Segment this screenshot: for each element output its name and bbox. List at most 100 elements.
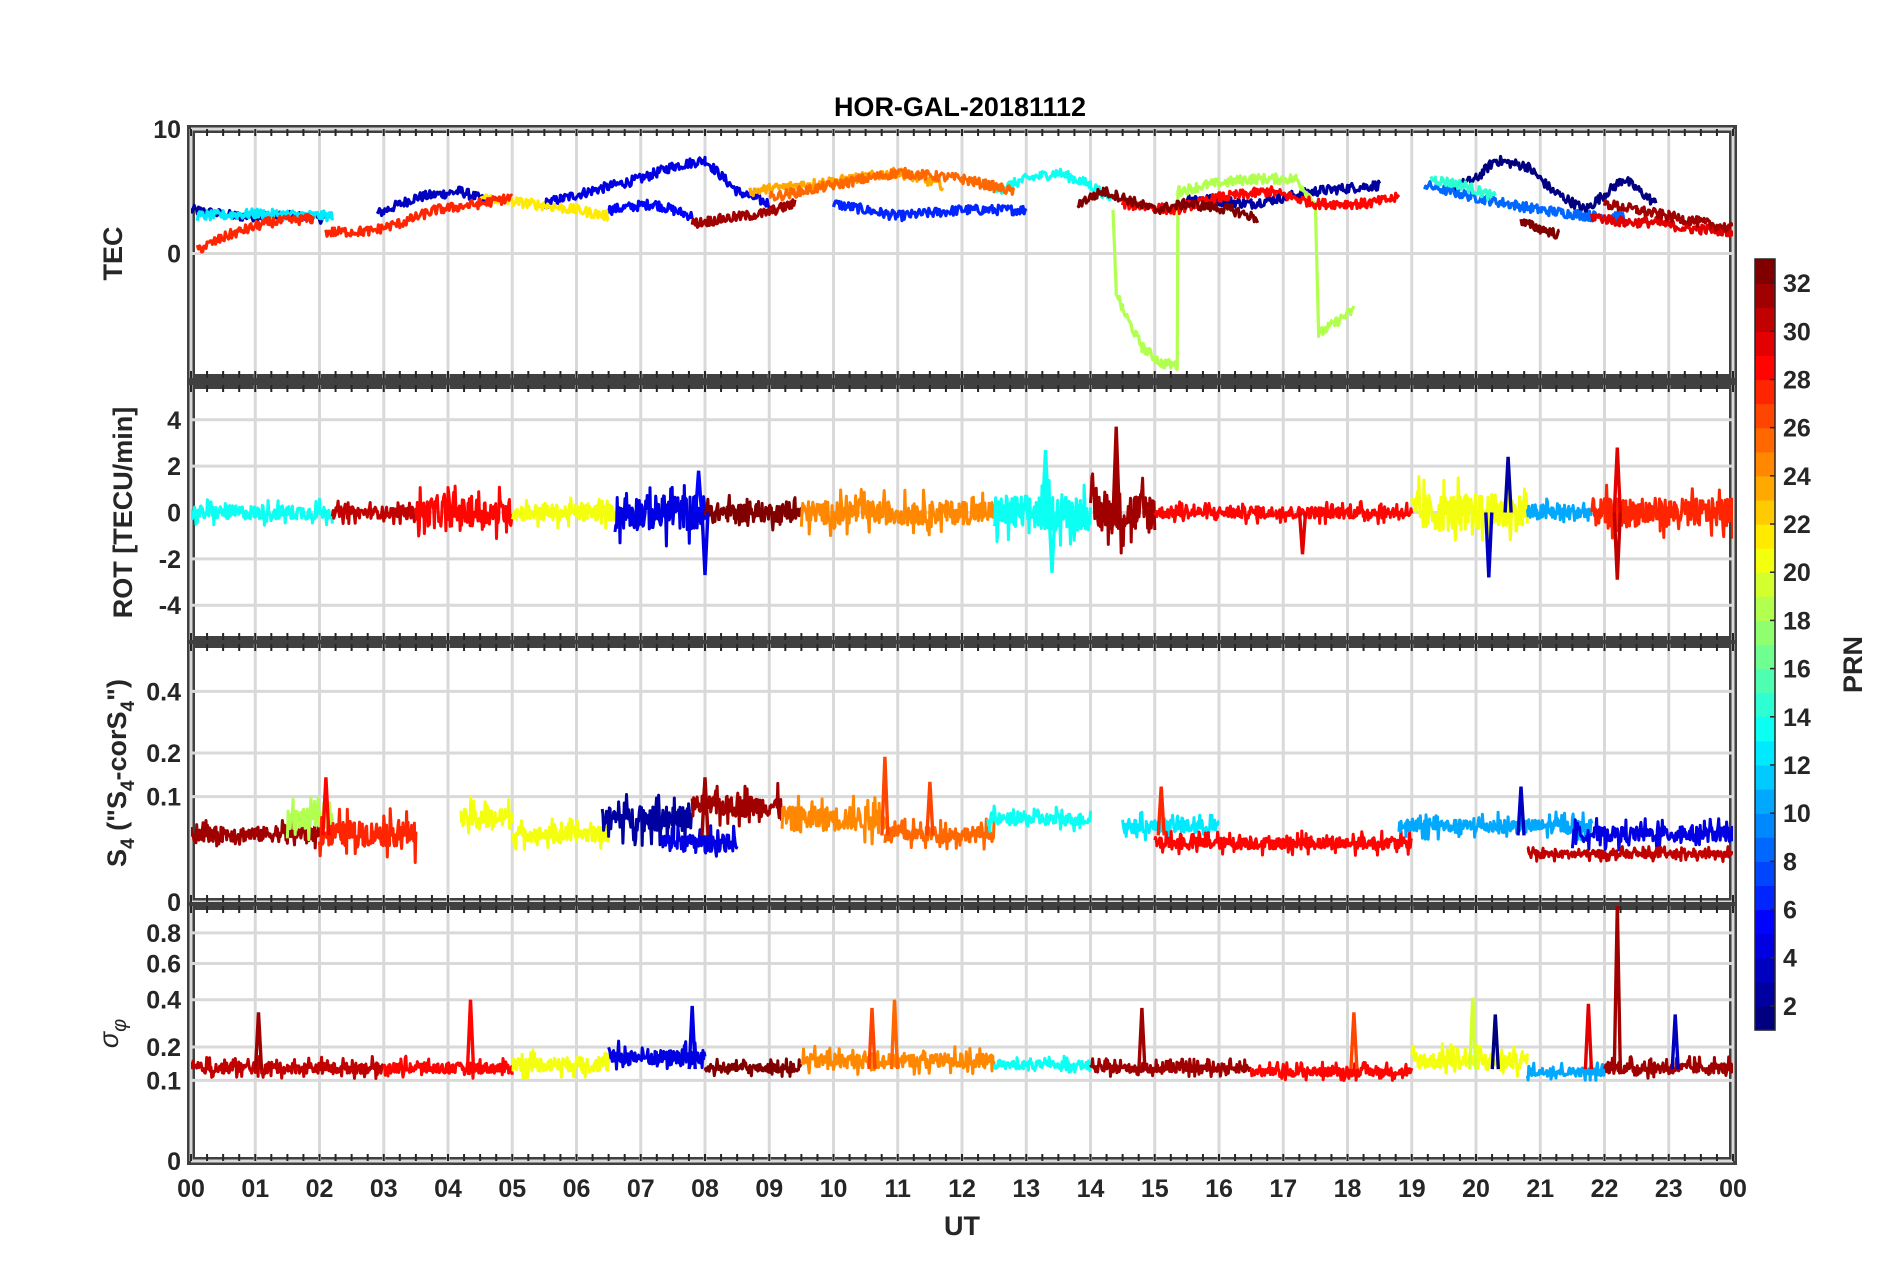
series-line-prn-27 (195, 212, 315, 254)
series-line-prn-28 (1153, 500, 1414, 526)
spike-prn-30 (1612, 512, 1622, 580)
x-tick-label: 22 (1591, 1175, 1619, 1203)
spike-prn-26 (1349, 1012, 1359, 1070)
x-tick-label: 18 (1334, 1175, 1362, 1203)
x-tick-label: 14 (1077, 1175, 1105, 1203)
y-tick-label: 0.4 (146, 987, 181, 1015)
colorbar-swatch-25 (1755, 427, 1775, 453)
x-tick-label: 16 (1205, 1175, 1233, 1203)
label-part: ") (102, 679, 132, 701)
panel-1: 0 10 TEC (98, 116, 1737, 382)
series-line-prn-13 (992, 1054, 1092, 1074)
x-tick-label: 04 (434, 1175, 462, 1203)
series-line-prn-4 (659, 824, 739, 858)
colorbar-tick-label: 24 (1783, 463, 1811, 491)
colorbar-tick-label: 4 (1783, 945, 1797, 973)
series-line-prn-27 (324, 193, 514, 238)
spike-prn-29 (1612, 447, 1622, 513)
colorbar-swatch-27 (1755, 379, 1775, 405)
data-layer (191, 154, 1733, 371)
x-tick-label: 08 (691, 1175, 719, 1203)
y-tick-label: 0 (167, 500, 181, 528)
colorbar-swatch-9 (1755, 813, 1775, 838)
label-part: -corS (102, 711, 132, 780)
series-line-prn-31 (1602, 199, 1733, 233)
colorbar-swatch-14 (1755, 692, 1775, 718)
series-line-prn-20 (1410, 475, 1529, 550)
spike-prn-2 (1503, 456, 1513, 513)
spike-prn-26 (925, 781, 935, 836)
series-line-prn-31 (191, 817, 321, 850)
series-line-prn-5 (607, 198, 694, 222)
series-line-prn-30 (330, 499, 417, 526)
colorbar-swatch-4 (1755, 933, 1775, 959)
spike-prn-31 (1137, 1007, 1147, 1070)
colorbar-tick-label: 10 (1783, 800, 1811, 828)
colorbar-swatch-24 (1755, 451, 1775, 477)
spike-prn-3 (1484, 512, 1494, 578)
colorbar-swatch-17 (1755, 620, 1775, 646)
x-tick-label: 00 (1719, 1175, 1747, 1203)
colorbar-tick-label: 30 (1783, 318, 1811, 346)
colorbar-tick-label: 18 (1783, 607, 1811, 635)
colorbar-swatch-18 (1755, 596, 1775, 622)
y-tick-label: 2 (167, 453, 181, 481)
spike-prn-31 (253, 1012, 264, 1070)
series-line-prn-12 (195, 207, 334, 223)
series-line-prn-13 (191, 497, 334, 527)
series-line-prn-2 (1185, 179, 1382, 210)
series-line-prn-32 (703, 493, 803, 532)
series-line-prn-25 (883, 817, 996, 851)
colorbar-tick-label: 26 (1783, 415, 1811, 443)
series-line-prn-20 (511, 1048, 611, 1080)
label-part: S (102, 849, 132, 867)
panel-2: -4 -2 0 2 4 ROT [TECU/min] (108, 381, 1737, 644)
colorbar-label: PRN (1838, 636, 1868, 693)
x-tick-label: 05 (498, 1175, 526, 1203)
y-tick-label: 0.1 (146, 1067, 181, 1095)
y-tick-label: 0 (167, 241, 181, 269)
colorbar-swatch-7 (1755, 861, 1775, 887)
series-line-prn-14 (1429, 175, 1497, 201)
series-line-prn-24 (799, 488, 996, 537)
series-line-prn-32 (1519, 218, 1561, 240)
colorbar-swatch-29 (1755, 331, 1775, 356)
colorbar-tick-label: 2 (1783, 993, 1797, 1021)
y-tick-label: 0.2 (146, 1034, 181, 1062)
y-tick-label: 0 (167, 889, 181, 917)
series-line-prn-25 (768, 166, 1015, 202)
x-tick-label: 06 (563, 1175, 591, 1203)
x-tick-label: 07 (627, 1175, 655, 1203)
y-axis-label: σφ (94, 1019, 131, 1048)
series-line-prn-10 (1525, 497, 1594, 524)
colorbar-swatch-15 (1755, 668, 1775, 694)
series-line-prn-28 (1249, 1060, 1414, 1082)
x-tick-label: 09 (755, 1175, 783, 1203)
x-axis-label: UT (944, 1211, 980, 1241)
series-line-prn-4 (1570, 817, 1733, 852)
spike-prn-1 (1490, 1014, 1500, 1070)
y-tick-label: -2 (159, 546, 181, 574)
spike-prn-19 (1468, 997, 1478, 1070)
colorbar-swatch-20 (1755, 548, 1775, 573)
spike-prn-3 (1516, 786, 1526, 836)
colorbar-swatch-30 (1755, 307, 1775, 332)
colorbar-tick-label: 28 (1783, 366, 1811, 394)
data-layer (191, 756, 1733, 864)
colorbar-tick-label: 22 (1783, 511, 1811, 539)
series-line-prn-31 (1089, 472, 1157, 555)
colorbar-swatch-22 (1755, 499, 1775, 525)
spike-prn-3 (1670, 1014, 1680, 1070)
series-line-prn-13 (986, 804, 1092, 833)
colorbar-swatch-11 (1755, 764, 1775, 790)
series-line-prn-32 (1076, 186, 1260, 224)
series-line-prn-27 (318, 807, 418, 864)
colorbar-swatch-23 (1755, 475, 1775, 501)
series-line-prn-2 (600, 793, 693, 847)
series-line-prn-28 (1153, 829, 1414, 857)
x-tick-label: 13 (1012, 1175, 1040, 1203)
colorbar-swatch-12 (1755, 740, 1775, 766)
